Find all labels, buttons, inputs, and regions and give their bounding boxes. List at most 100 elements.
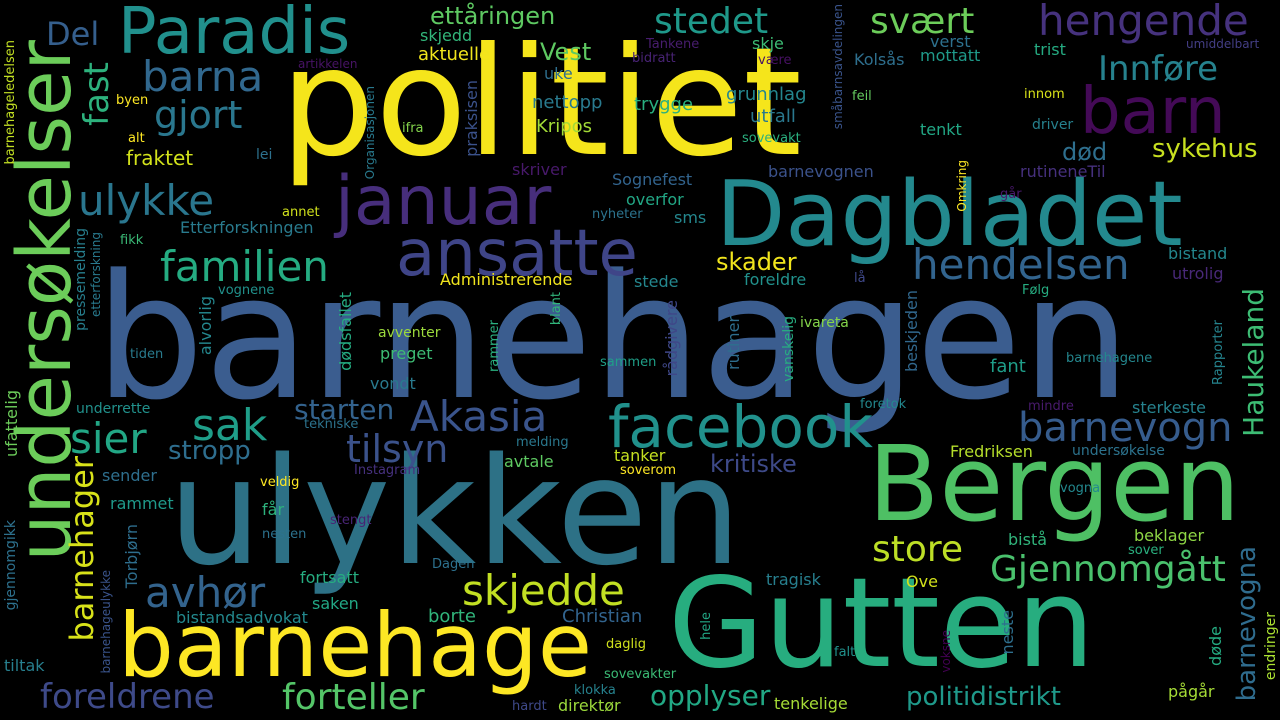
word: driver [1032,117,1074,133]
word: stropp [168,436,251,466]
word: Ove [906,572,938,591]
word: beskjeden [902,290,921,373]
word: ifra [402,121,424,136]
word: umiddelbart [1186,37,1260,51]
word: Del [46,15,100,53]
word: skje [752,34,784,53]
word: Bergen [868,423,1241,545]
word: Kolsås [854,50,905,69]
word: byen [116,93,149,108]
word: underrette [76,401,151,417]
word: hele [699,612,714,640]
word: hengende [1038,0,1249,45]
word: Innføre [1098,49,1219,89]
word: barnehagen [95,237,1131,438]
word: alvorlig [196,296,215,356]
word: Etterforskningen [180,218,314,237]
word: Gutten [668,552,1095,696]
word: død [1062,138,1108,166]
word: får [262,500,285,519]
word: bistå [1008,530,1048,549]
word: etterforskning [89,232,103,317]
word: skjedde [462,566,625,615]
word: Organisasjonen [363,86,377,180]
word: grunnlag [726,84,807,105]
word: tragisk [766,570,821,589]
word: daglig [606,637,646,652]
word: blant [549,292,564,326]
word: fortsatt [300,568,359,587]
word: Fredriksen [950,442,1033,461]
word: skader [716,248,797,276]
word: foreldrene [40,677,215,717]
word: familien [160,242,329,291]
word: barnevogn [1018,405,1233,451]
word: ulykke [78,176,215,225]
word: bistandsadvokat [176,608,308,627]
word: barnevogna [1232,546,1262,702]
word: avventer [378,325,441,341]
word: utfall [750,106,796,127]
word: sover [1128,543,1164,558]
word: barnehager [63,456,101,642]
word: sender [102,466,157,485]
word: tanker [614,446,666,465]
word: klokka [574,683,616,698]
word: Instagram [354,463,421,478]
word: ivareta [800,315,849,331]
word: kritiske [710,450,797,478]
word: bidratt [632,51,676,66]
word: barna [142,52,264,101]
word: fant [990,356,1026,377]
word: alt [128,131,145,146]
word: Omkring [955,160,969,212]
word: Dagbladet [716,162,1183,267]
word: innom [1024,87,1065,102]
word: fast [77,62,117,126]
word: store [872,529,964,570]
word: Vest [540,38,592,66]
word: overfor [626,190,684,209]
word: sms [674,208,707,227]
word: opplyser [650,679,771,712]
word: sak [192,400,268,451]
word: hardt [512,699,547,714]
word: gjort [154,93,243,137]
word: foreldre [744,270,807,289]
word: sovevakter [604,667,677,682]
word: Følg [1022,283,1050,298]
word: sykehus [1152,134,1258,164]
word: dødsfallet [336,292,355,371]
word: barnehagene [1066,351,1153,366]
word: sovevakt [742,131,801,146]
word: vondt [370,374,416,393]
word: Gjennomgått [990,549,1226,590]
word: vognene [218,283,275,298]
word: vogna [1060,481,1101,496]
word: rutineneTil [1020,162,1106,181]
word: avhør [145,568,266,617]
word: Kripos [536,116,593,137]
word: utrolig [1172,264,1224,283]
word: saken [312,594,359,613]
word: lå [854,271,866,286]
word: soverom [620,463,677,478]
word: barnehageulykke [99,570,113,674]
word: starten [294,393,395,426]
word: barnevognen [768,162,874,181]
word: Administrerende [440,270,573,289]
word: annet [282,205,320,220]
word: sterkeste [1132,398,1207,417]
word: tenkelige [774,694,848,713]
word: forteller [282,677,425,718]
word: tekniske [304,417,359,432]
word: Akasia [410,392,548,441]
word: stede [634,272,679,291]
word: pressemelding [73,228,89,331]
word: ansatte [396,217,638,291]
word: stengt [330,513,372,528]
word: mindre [1028,399,1074,414]
word: Dagen [432,557,475,572]
word: uke [544,64,573,83]
word: lei [256,147,273,163]
